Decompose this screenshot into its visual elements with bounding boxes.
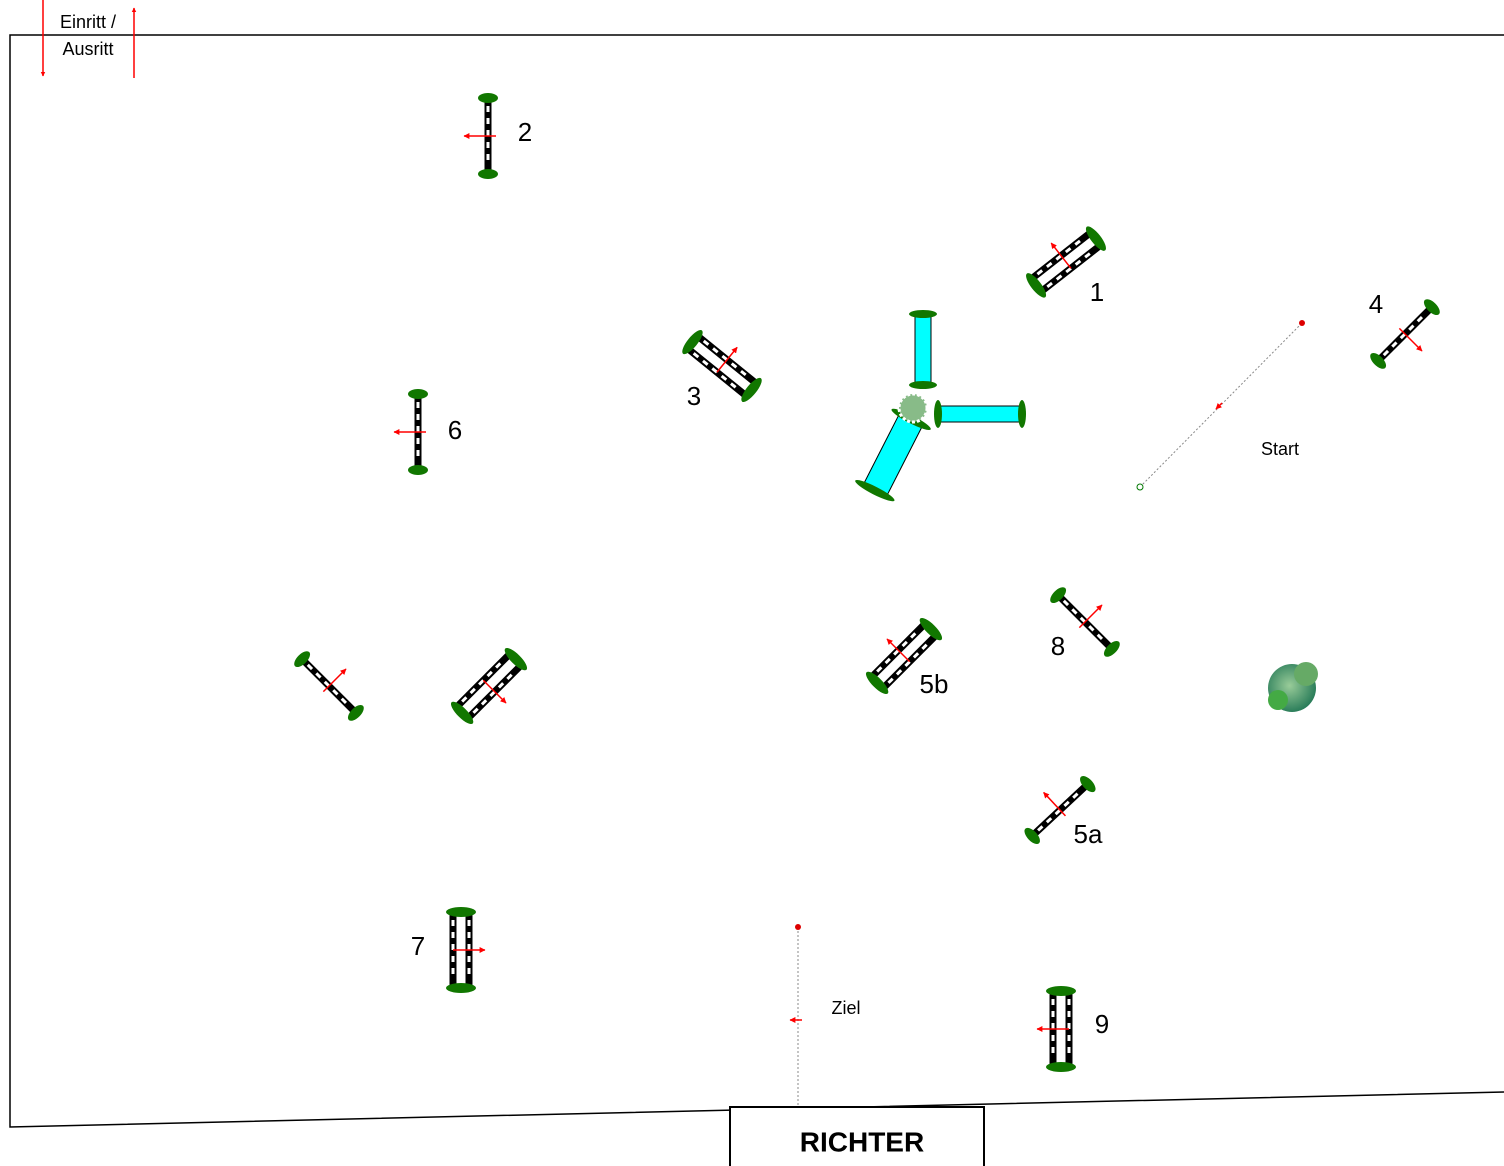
- obstacle-number: 3: [687, 381, 701, 411]
- direction-arrow: [886, 638, 911, 663]
- obstacle-number: 5a: [1074, 819, 1103, 849]
- wing: [294, 651, 311, 668]
- direction-arrow: [1043, 791, 1067, 817]
- oxer: [682, 330, 762, 402]
- oxer: [865, 617, 943, 695]
- center-element: [855, 310, 1026, 502]
- oxer: [1026, 226, 1106, 298]
- obstacle-number: 7: [411, 931, 425, 961]
- vertical-jump: [1050, 587, 1120, 657]
- wing: [450, 701, 474, 725]
- direction-arrow: [482, 679, 507, 704]
- direction-arrow: [716, 346, 738, 373]
- wing: [1080, 776, 1096, 793]
- oxer: [450, 647, 528, 725]
- wing: [1026, 273, 1047, 298]
- direction-arrow: [322, 668, 347, 693]
- vertical-jump: [294, 651, 364, 721]
- wing: [682, 330, 703, 355]
- obstacles: 1 2 3 4 5a 5b 6 7 8 9: [294, 93, 1440, 1072]
- wing: [1370, 352, 1387, 369]
- direction-arrow: [1078, 604, 1103, 629]
- obstacle-number: 6: [448, 415, 462, 445]
- vertical-jump: [463, 93, 498, 179]
- obstacle-number: 4: [1369, 289, 1383, 319]
- finish-flag: [795, 924, 801, 930]
- wing: [408, 389, 428, 399]
- wing: [446, 907, 476, 917]
- wing: [1085, 226, 1106, 251]
- wing: [408, 465, 428, 475]
- obstacle-number: 5b: [920, 669, 949, 699]
- wing: [478, 169, 498, 179]
- wing: [478, 93, 498, 103]
- finish-label: Ziel: [831, 998, 860, 1018]
- start-flag: [1299, 320, 1305, 326]
- judge-box: [729, 1106, 985, 1166]
- obstacle-number: 9: [1095, 1009, 1109, 1039]
- wing: [1024, 827, 1040, 844]
- oxer: [1036, 986, 1076, 1072]
- wing: [504, 647, 528, 671]
- judge-label: RICHTER: [800, 1126, 924, 1157]
- direction-arrow: [1398, 327, 1423, 352]
- vertical-jump: [393, 389, 428, 475]
- obstacle-number: 8: [1051, 631, 1065, 661]
- arena-border: [9, 34, 1504, 1128]
- wing: [1103, 640, 1120, 657]
- tree: [1268, 662, 1318, 712]
- start-flag: [1136, 483, 1144, 491]
- vertical-jump: [1370, 299, 1440, 369]
- direction-arrow: [1215, 402, 1223, 410]
- vertical-jump: [1024, 776, 1096, 844]
- wing: [865, 671, 889, 695]
- wing: [741, 377, 762, 402]
- wing: [347, 704, 364, 721]
- start-line: [1139, 322, 1303, 488]
- oxer: [446, 907, 486, 993]
- wing: [1050, 587, 1067, 604]
- wing: [1423, 299, 1440, 316]
- obstacle-number: 2: [518, 117, 532, 147]
- wing: [1046, 986, 1076, 996]
- start-label: Start: [1261, 439, 1299, 459]
- wing: [919, 617, 943, 641]
- wing: [1046, 1062, 1076, 1072]
- wing: [446, 983, 476, 993]
- entrance-label: Ausritt: [62, 39, 113, 59]
- obstacle-number: 1: [1090, 277, 1104, 307]
- entrance-label: Einritt /: [60, 12, 116, 32]
- direction-arrow: [1050, 242, 1072, 269]
